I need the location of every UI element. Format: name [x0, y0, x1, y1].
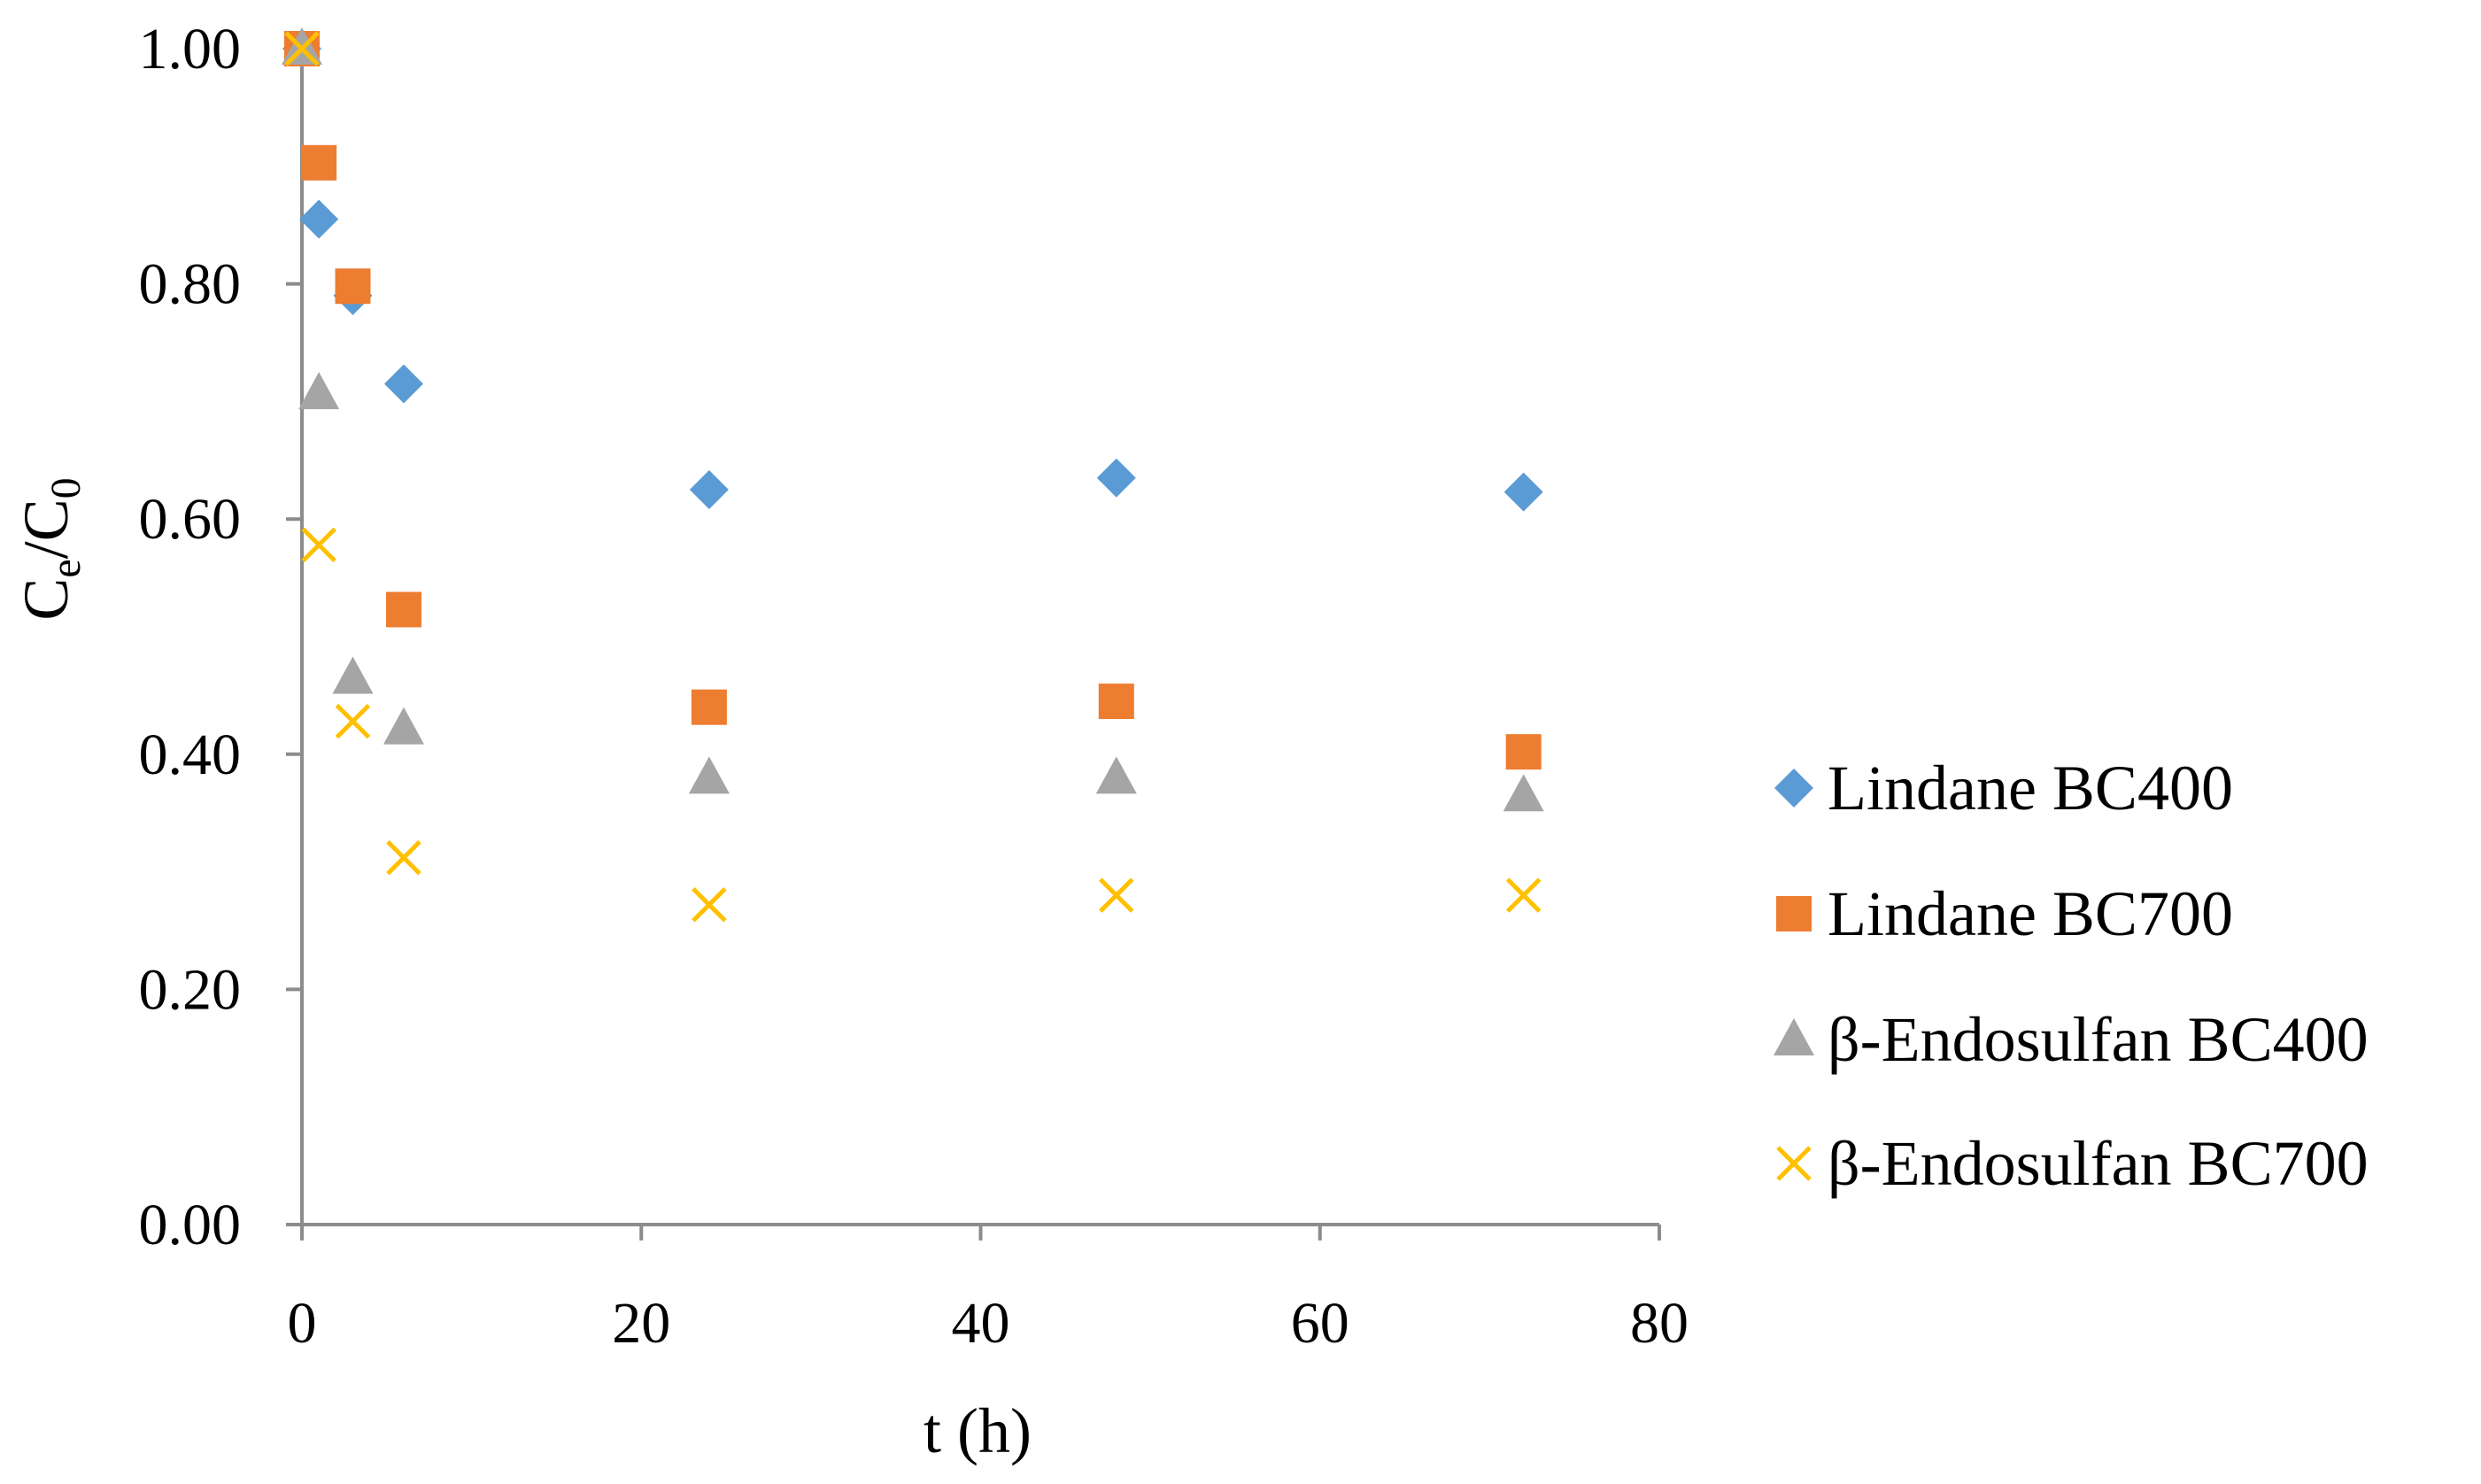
- x-tick-label: 80: [1630, 1291, 1689, 1356]
- data-point: [335, 268, 371, 305]
- data-point: [1099, 877, 1134, 913]
- legend-marker: [1776, 1146, 1812, 1181]
- x-tick-label: 0: [288, 1291, 317, 1356]
- data-point: [1098, 684, 1134, 720]
- data-point: [1503, 472, 1543, 512]
- data-point: [386, 839, 421, 876]
- data-point: [1505, 734, 1542, 770]
- data-point: [385, 591, 421, 628]
- data-point: [335, 703, 371, 739]
- data-point: [301, 144, 337, 181]
- data-points: [282, 27, 1544, 923]
- data-point: [692, 887, 727, 923]
- legend-label: β-Endosulfan BC700: [1828, 1128, 2369, 1199]
- y-tick-labels: 0.00 0.20 0.40 0.60 0.80 1.00: [139, 17, 242, 1257]
- data-point: [688, 756, 730, 794]
- data-point: [1096, 458, 1136, 498]
- legend-marker: [1774, 1018, 1814, 1055]
- axes: [286, 47, 1661, 1241]
- data-point: [301, 527, 336, 563]
- legend-label: Lindane BC700: [1828, 878, 2233, 949]
- legend-marker: [1776, 896, 1812, 931]
- legend-label: Lindane BC400: [1828, 753, 2233, 823]
- legend-label: β-Endosulfan BC400: [1828, 1004, 2369, 1075]
- x-tick-label: 60: [1291, 1291, 1349, 1356]
- x-tick-label: 20: [612, 1291, 670, 1356]
- x-tick-labels: 0 20 40 60 80: [288, 1291, 1689, 1356]
- data-point: [1505, 877, 1542, 913]
- legend: Lindane BC400 Lindane BC700 β-Endosulfan B…: [1774, 753, 2369, 1199]
- x-axis-title: t (h): [924, 1395, 1032, 1466]
- y-tick-label: 0.40: [139, 723, 242, 787]
- y-axis-title: Ce/C0: [11, 477, 89, 620]
- y-tick-label: 0.20: [139, 957, 242, 1022]
- y-tick-label: 0.80: [139, 252, 242, 317]
- data-point: [689, 470, 729, 509]
- data-point: [1095, 756, 1137, 794]
- data-point: [383, 707, 424, 745]
- y-tick-label: 1.00: [139, 17, 242, 81]
- x-tick-label: 40: [952, 1291, 1010, 1356]
- data-point: [383, 364, 423, 404]
- data-point: [691, 689, 727, 725]
- data-point: [1503, 774, 1544, 812]
- legend-marker: [1774, 769, 1813, 808]
- y-tick-label: 0.60: [139, 487, 242, 552]
- y-tick-label: 0.00: [139, 1193, 242, 1257]
- data-point: [299, 199, 339, 239]
- data-point: [284, 31, 320, 66]
- data-point: [332, 656, 374, 694]
- data-point: [298, 372, 340, 410]
